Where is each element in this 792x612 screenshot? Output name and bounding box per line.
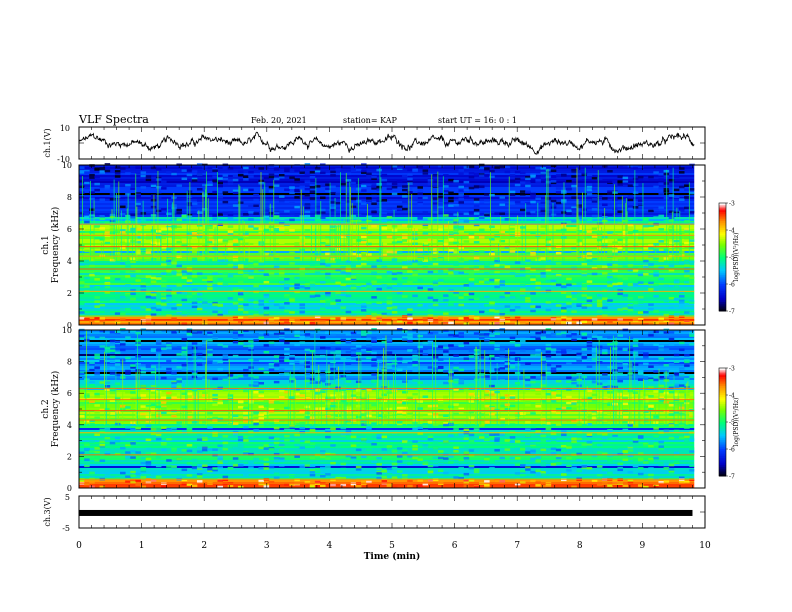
ch1-colorbar-tick-label: -5 xyxy=(729,255,735,262)
ch1-spectrogram-image xyxy=(79,163,705,326)
time-axis-label: Time (min) xyxy=(364,551,421,562)
ch1-colorbar-tick-label: -4 xyxy=(729,228,735,235)
ch1-waveform-line xyxy=(78,131,695,155)
ch2-colorbar-tick-label: -3 xyxy=(729,366,735,373)
ch1-colorbar-label: log(PSD)(V²/Hz) xyxy=(733,233,740,282)
ch2-colorbar-tick-label: -6 xyxy=(729,447,735,454)
date-label: Feb. 20, 2021 xyxy=(251,116,307,125)
ch1-spectrogram-ytick-label: 8 xyxy=(67,193,72,202)
ch2-spectrogram-ytick-label: 10 xyxy=(62,326,72,335)
time-axis-tick-label: 10 xyxy=(699,541,711,551)
ch2-colorbar: -3 -4 -5 -6 -7 log(PSD)(V²/Hz) xyxy=(718,366,740,481)
ch1-waveform-ylabel: ch.1(V) xyxy=(43,128,52,157)
ch2-spectrogram-ytick-label: 0 xyxy=(67,484,72,493)
ch1-spectrogram-ytick-label: 0 xyxy=(67,321,72,330)
station-label: station= KAP xyxy=(343,116,398,125)
ch1-waveform-ytick-top: 10 xyxy=(60,124,70,133)
start-time-label: start UT = 16: 0 : 1 xyxy=(438,116,517,125)
ch1-spectrogram-ytick-label: 2 xyxy=(67,289,72,298)
ch1-spectrogram-ytick-label: 4 xyxy=(67,257,72,266)
ch3-waveform-line xyxy=(79,509,693,516)
time-axis-tick-label: 6 xyxy=(452,541,458,551)
time-axis-tick-label: 0 xyxy=(76,541,82,551)
ch2-colorbar-tick-label: -7 xyxy=(729,474,735,481)
ch2-frequency-ylabel: Frequency (kHz) xyxy=(50,371,61,448)
time-axis-tick-label: 8 xyxy=(577,541,583,551)
time-axis-tick-label: 4 xyxy=(327,541,333,551)
ch1-colorbar-tick-label: -3 xyxy=(729,201,735,208)
ch2-spectrogram-ticks xyxy=(78,329,706,489)
ch2-spectrogram-ytick-label: 8 xyxy=(67,358,72,367)
ch2-channel-label: ch.2 xyxy=(41,399,51,418)
ch3-waveform-ylabel: ch.3(V) xyxy=(43,497,52,526)
ch1-spectrogram-panel: 0 2 4 6 8 10 ch.1 Frequency (kHz) xyxy=(41,161,706,330)
ch1-spectrogram-ticks xyxy=(78,164,706,326)
ch3-waveform-ytick-bottom: -5 xyxy=(62,524,70,533)
ch2-spectrogram-image xyxy=(79,328,705,489)
ch3-waveform-ytick-top: 5 xyxy=(65,493,70,502)
figure-title: VLF Spectra xyxy=(78,113,149,126)
time-axis-tick-label: 7 xyxy=(514,541,520,551)
ch1-waveform-ytick-bottom: -10 xyxy=(57,155,70,164)
ch1-channel-label: ch.1 xyxy=(41,235,51,254)
ch1-colorbar-tick-label: -6 xyxy=(729,282,735,289)
ch1-waveform-panel: 10 -10 ch.1(V) xyxy=(43,124,706,164)
ch2-colorbar-tick-label: -4 xyxy=(729,393,735,400)
time-axis-tick-label: 5 xyxy=(389,541,395,551)
ch3-waveform-panel: 5 -5 ch.3(V) xyxy=(43,493,706,533)
ch2-spectrogram-ytick-label: 4 xyxy=(67,421,72,430)
ch1-colorbar-tick-label: -7 xyxy=(729,309,735,316)
time-axis-tick-label: 9 xyxy=(640,541,646,551)
ch2-spectrogram-yticklabels: 0 2 4 6 8 10 xyxy=(62,326,72,493)
time-axis-tick-label: 3 xyxy=(264,541,270,551)
time-axis-ticklabels: 0 1 2 3 4 5 6 7 8 9 10 xyxy=(76,541,711,551)
ch2-spectrogram-ytick-label: 6 xyxy=(67,389,72,398)
time-axis-tick-label: 2 xyxy=(201,541,207,551)
ch2-colorbar-tick-label: -5 xyxy=(729,420,735,427)
ch3-waveform-ticks xyxy=(78,495,706,529)
time-axis-tick-label: 1 xyxy=(139,541,145,551)
ch2-spectrogram-ytick-label: 2 xyxy=(67,452,72,461)
ch1-frequency-ylabel: Frequency (kHz) xyxy=(50,207,61,284)
ch1-colorbar: -3 -4 -5 -6 -7 log(PSD)(V²/Hz) xyxy=(718,201,740,316)
ch2-colorbar-label: log(PSD)(V²/Hz) xyxy=(733,398,740,447)
ch1-spectrogram-ytick-label: 10 xyxy=(62,161,72,170)
ch1-spectrogram-ytick-label: 6 xyxy=(67,225,72,234)
ch1-spectrogram-yticklabels: 0 2 4 6 8 10 xyxy=(62,161,72,330)
ch1-waveform-ticks xyxy=(78,126,706,160)
ch2-spectrogram-panel: 0 2 4 6 8 10 ch.2 Frequency (kHz) xyxy=(41,326,706,493)
